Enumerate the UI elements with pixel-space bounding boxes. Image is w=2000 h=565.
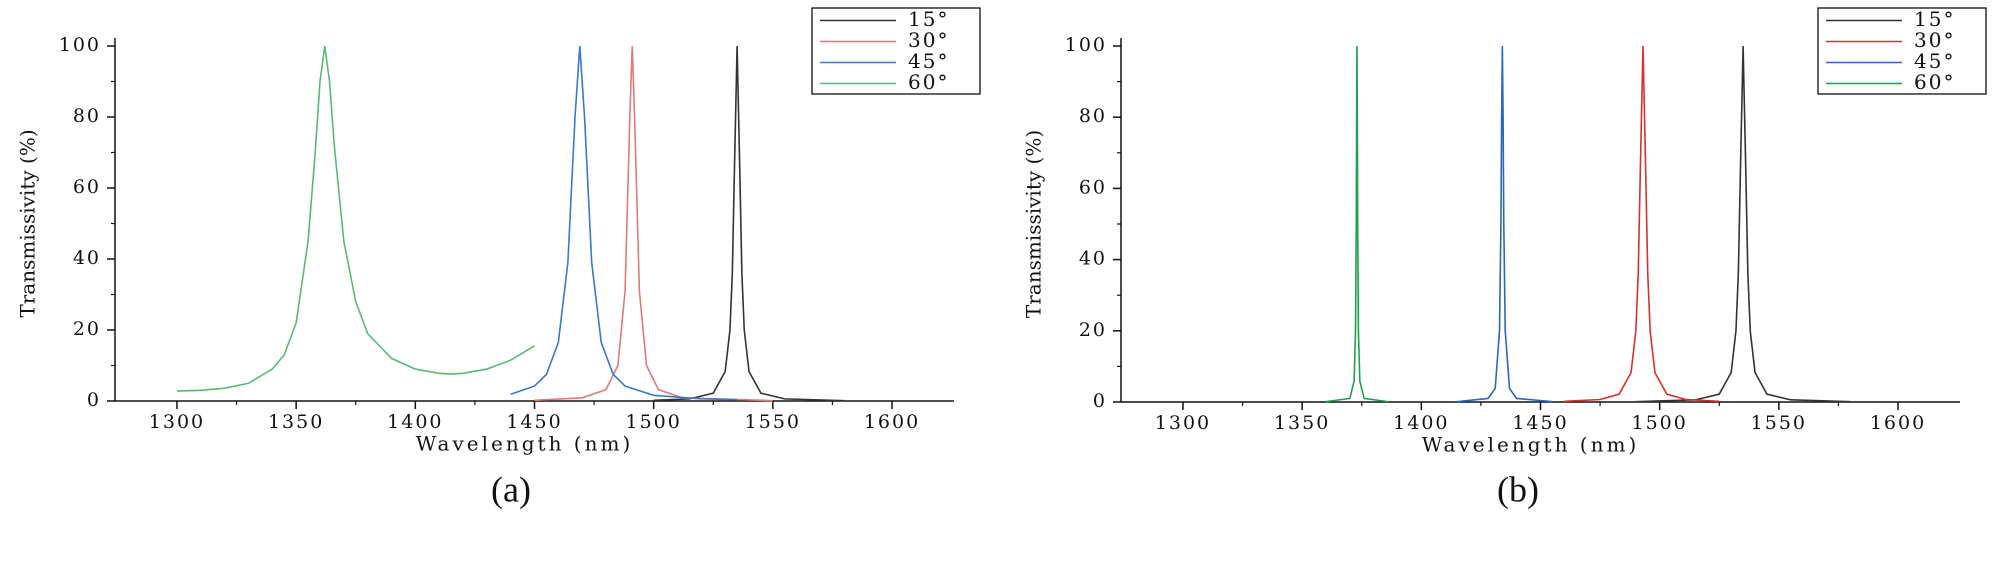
y-tick-label: 20 <box>1079 319 1107 341</box>
legend-box <box>1817 7 1987 95</box>
series-line <box>1635 45 1851 403</box>
x-tick-label: 1350 <box>268 411 324 433</box>
panel-label: (b) <box>1497 469 1539 509</box>
legend-label: 30° <box>1914 28 1955 52</box>
series-line <box>176 45 535 392</box>
x-tick-label: 1350 <box>1274 412 1330 434</box>
x-tick-label: 1500 <box>625 411 681 433</box>
y-tick-label: 100 <box>59 34 101 56</box>
x-tick-label: 1400 <box>1393 412 1449 434</box>
legend-label: 30° <box>908 28 949 52</box>
legend-label: 15° <box>1914 7 1955 31</box>
legend-label: 45° <box>908 49 949 73</box>
x-tick-label: 1550 <box>1751 412 1807 434</box>
series-line <box>534 45 773 402</box>
y-tick-label: 0 <box>87 389 101 411</box>
y-tick-label: 40 <box>73 247 101 269</box>
x-tick-label: 1450 <box>506 411 562 433</box>
x-tick-label: 1600 <box>1870 412 1926 434</box>
series-line <box>653 45 845 402</box>
x-tick-label: 1600 <box>864 411 920 433</box>
legend-label: 60° <box>908 70 949 94</box>
panel-label: (a) <box>491 469 531 509</box>
legend-box <box>811 7 981 95</box>
legend-label: 45° <box>1914 49 1955 73</box>
x-tick-label: 1550 <box>745 411 801 433</box>
y-tick-label: 60 <box>1079 176 1107 198</box>
y-tick-label: 80 <box>1079 105 1107 127</box>
y-axis-title: Transmissivity (%) <box>1022 130 1046 318</box>
x-axis-title: Wavelength (nm) <box>416 432 634 456</box>
x-tick-label: 1500 <box>1631 412 1687 434</box>
series-line <box>1564 45 1720 403</box>
series-line <box>510 45 738 401</box>
legend-label: 60° <box>1914 70 1955 94</box>
x-tick-label: 1450 <box>1512 412 1568 434</box>
y-tick-label: 80 <box>73 105 101 127</box>
x-tick-label: 1400 <box>387 411 443 433</box>
y-tick-label: 20 <box>73 318 101 340</box>
x-tick-label: 1300 <box>1155 412 1211 434</box>
legend-label: 15° <box>908 7 949 31</box>
y-tick-label: 100 <box>1065 34 1107 56</box>
series-line <box>1456 45 1553 403</box>
y-tick-label: 60 <box>73 176 101 198</box>
series-line <box>1325 45 1389 403</box>
x-axis-title: Wavelength (nm) <box>1422 433 1640 457</box>
y-tick-label: 0 <box>1093 390 1107 412</box>
y-axis-title: Transmissivity (%) <box>16 129 40 317</box>
y-tick-label: 40 <box>1079 248 1107 270</box>
x-tick-label: 1300 <box>149 411 205 433</box>
